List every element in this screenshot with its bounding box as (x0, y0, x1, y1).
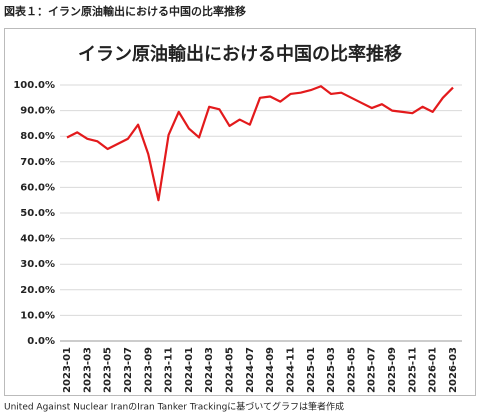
x-tick-label: 2025-01 (306, 347, 317, 393)
chart-title: イラン原油輸出における中国の比率推移 (78, 43, 402, 65)
source-note: United Against Nuclear IranのIran Tanker … (4, 401, 344, 413)
x-tick-label: 2026-01 (428, 347, 439, 393)
y-tick-label: 50.0% (20, 208, 55, 219)
x-tick-label: 2023-11 (164, 347, 175, 393)
y-tick-label: 80.0% (20, 131, 55, 142)
x-tick-label: 2023-07 (123, 347, 134, 393)
figure-heading: 図表１：イラン原油輸出における中国の比率推移 (4, 4, 246, 18)
x-tick-label: 2023-05 (103, 347, 114, 393)
x-tick-label: 2025-09 (387, 347, 398, 393)
data-line (66, 85, 454, 202)
x-tick-label: 2023-03 (82, 347, 93, 393)
y-tick-label: 60.0% (20, 182, 55, 193)
y-tick-label: 70.0% (20, 157, 55, 168)
y-tick-label: 10.0% (20, 310, 55, 321)
y-tick-label: 90.0% (20, 106, 55, 117)
x-tick-label: 2024-03 (204, 347, 215, 393)
x-tick-label: 2024-09 (265, 347, 276, 393)
x-tick-label: 2025-05 (346, 347, 357, 393)
y-tick-label: 20.0% (20, 285, 55, 296)
x-tick-label: 2023-01 (62, 347, 73, 393)
y-tick-label: 100.0% (13, 80, 55, 91)
chart-frame (4, 28, 476, 396)
x-tick-label: 2024-01 (184, 347, 195, 393)
x-tick-label: 2024-05 (225, 347, 236, 393)
x-tick-label: 2025-07 (367, 347, 378, 393)
y-tick-label: 0.0% (27, 336, 55, 347)
x-tick-label: 2024-11 (285, 347, 296, 393)
x-tick-label: 2025-03 (326, 347, 337, 393)
x-tick-label: 2024-07 (245, 347, 256, 393)
x-tick-label: 2025-11 (407, 347, 418, 393)
x-tick-label: 2023-09 (143, 347, 154, 393)
x-tick-label: 2026-03 (448, 347, 459, 393)
y-tick-label: 30.0% (20, 259, 55, 270)
y-tick-label: 40.0% (20, 234, 55, 245)
